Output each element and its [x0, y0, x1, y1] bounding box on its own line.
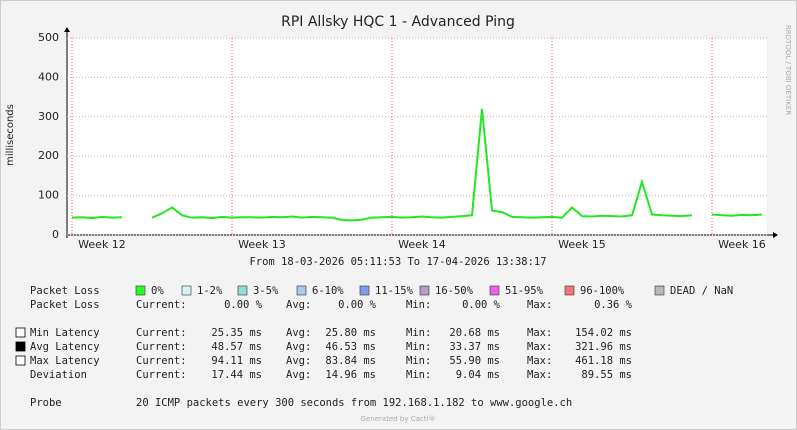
row-swatch [15, 327, 26, 338]
summary-cell: Max: [527, 369, 552, 381]
legend-text: 16-50% [435, 285, 474, 297]
legend-swatch [359, 285, 370, 296]
x-tick-label: Week 12 [78, 238, 126, 251]
y-axis-label: milliseconds [5, 104, 16, 166]
summary-cell: 20.68 ms [449, 327, 500, 339]
y-tick-label: 500 [38, 31, 59, 44]
summary-cell: 33.37 ms [449, 341, 500, 353]
summary-cell: 0.00 % [224, 299, 263, 311]
summary-cell: 17.44 ms [211, 369, 262, 381]
summary-cell: 154.02 ms [575, 327, 632, 339]
summary-cell: Max: [527, 355, 552, 367]
summary-cell: 9.04 ms [456, 369, 500, 381]
summary-cell: 0.00 % [338, 299, 377, 311]
summary-cell: Packet Loss [30, 299, 100, 311]
summary-cell: 0.36 % [594, 299, 633, 311]
summary-cell: Deviation [30, 369, 87, 381]
legend-text: 11-15% [375, 285, 414, 297]
summary-cell: Max: [527, 341, 552, 353]
legend-swatch [489, 285, 500, 296]
summary-cell: Current: [136, 341, 187, 353]
summary-cell: Avg: [286, 327, 311, 339]
summary-cell: 14.96 ms [325, 369, 376, 381]
legend-swatch [181, 285, 192, 296]
chart-title: RPI Allsky HQC 1 - Advanced Ping [281, 14, 515, 30]
summary-cell: Current: [136, 299, 187, 311]
summary-cell: Current: [136, 327, 187, 339]
legend-swatch [135, 285, 146, 296]
legend-text: 96-100% [580, 285, 625, 297]
legend-swatch [564, 285, 575, 296]
probe-text: 20 ICMP packets every 300 seconds from 1… [136, 397, 572, 409]
summary-cell: 25.80 ms [325, 327, 376, 339]
summary-cell: Max: [527, 327, 552, 339]
y-tick-label: 400 [38, 70, 59, 83]
summary-cell: Avg: [286, 341, 311, 353]
legend-text: 6-10% [312, 285, 344, 297]
summary-cell: Avg: [286, 355, 311, 367]
footer: Generated by Cacti® [361, 415, 436, 423]
y-tick-label: 200 [38, 149, 59, 162]
legend-swatch [654, 285, 665, 296]
y-tick-label: 300 [38, 110, 59, 123]
summary-cell: Current: [136, 369, 187, 381]
summary-cell: 48.57 ms [211, 341, 262, 353]
period: From 18-03-2026 05:11:53 To 17-04-2026 1… [249, 256, 546, 268]
summary-cell: Min: [406, 369, 431, 381]
legend-label: Packet Loss [30, 285, 100, 297]
watermark: RRDTOOL / TOBI OETIKER [784, 25, 792, 115]
summary-cell: Min Latency [30, 327, 100, 339]
summary-cell: Min: [406, 341, 431, 353]
summary-cell: Min: [406, 299, 431, 311]
legend-text: 1-2% [197, 285, 223, 297]
summary-cell: 55.90 ms [449, 355, 500, 367]
legend-text: DEAD / NaN [670, 285, 733, 297]
legend-text: 3-5% [253, 285, 279, 297]
summary-cell: Max Latency [30, 355, 100, 367]
summary-cell: Min: [406, 327, 431, 339]
x-tick-label: Week 16 [718, 238, 766, 251]
legend-text: 51-95% [505, 285, 544, 297]
summary-cell: 46.53 ms [325, 341, 376, 353]
row-swatch [15, 355, 26, 366]
y-tick-label: 0 [52, 228, 59, 241]
summary-cell: Current: [136, 355, 187, 367]
summary-cell: 83.84 ms [325, 355, 376, 367]
summary-cell: Max: [527, 299, 552, 311]
summary-cell: 0.00 % [462, 299, 501, 311]
legend-swatch [296, 285, 307, 296]
row-swatch [15, 341, 26, 352]
summary-cell: 25.35 ms [211, 327, 262, 339]
legend-text: 0% [151, 285, 164, 297]
probe-label: Probe [30, 397, 62, 409]
summary-cell: 461.18 ms [575, 355, 632, 367]
x-tick-label: Week 15 [558, 238, 606, 251]
summary-cell: 89.55 ms [581, 369, 632, 381]
summary-cell: 94.11 ms [211, 355, 262, 367]
plot-area [67, 38, 767, 235]
series-line [71, 108, 763, 222]
summary-cell: 321.96 ms [575, 341, 632, 353]
summary-cell: Avg: [286, 299, 311, 311]
x-tick-label: Week 13 [238, 238, 286, 251]
y-tick-label: 100 [38, 189, 59, 202]
legend-swatch [419, 285, 430, 296]
x-tick-label: Week 14 [398, 238, 446, 251]
legend-swatch [237, 285, 248, 296]
summary-cell: Avg Latency [30, 341, 100, 353]
summary-cell: Avg: [286, 369, 311, 381]
summary-cell: Min: [406, 355, 431, 367]
